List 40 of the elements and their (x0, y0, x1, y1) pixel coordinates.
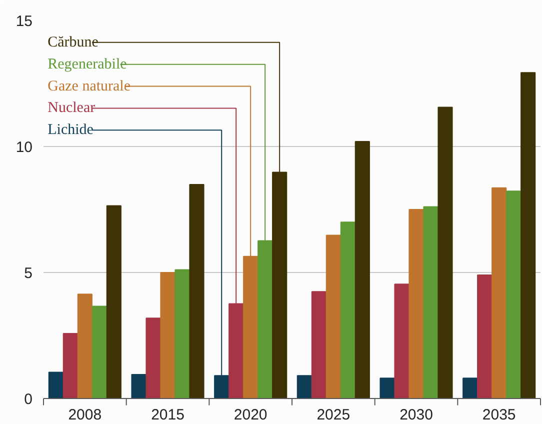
bar (296, 375, 312, 398)
bar (438, 106, 453, 398)
bar (189, 184, 204, 398)
bar (423, 206, 438, 398)
text: Gaze naturale (48, 78, 131, 94)
bar (48, 372, 64, 398)
bar (77, 294, 92, 398)
y-tick-label: 0 (24, 391, 32, 408)
x-tick-label: 2035 (482, 406, 516, 424)
y-tick-label: 5 (24, 265, 32, 282)
bar (340, 222, 356, 398)
bar (62, 332, 78, 398)
bar (477, 274, 492, 398)
text: Regenerabile (48, 56, 128, 72)
text: Cărbune (48, 34, 99, 50)
y-tick-label: 10 (16, 139, 33, 156)
bar (462, 378, 478, 398)
bar (131, 374, 146, 398)
text: Lichide (48, 122, 94, 138)
bar (146, 318, 161, 398)
bar (92, 306, 107, 398)
bar (160, 272, 176, 398)
bar (408, 209, 424, 398)
x-tick-label: 2008 (68, 406, 102, 424)
bar (520, 72, 536, 398)
text: Nuclear (48, 100, 96, 116)
bar (326, 234, 341, 398)
bar (311, 291, 326, 398)
y-tick-label: 15 (16, 13, 33, 30)
bar (394, 284, 410, 398)
x-tick-label: 2020 (234, 406, 268, 424)
x-tick-label: 2030 (400, 406, 433, 424)
bar (354, 140, 370, 398)
bar (174, 269, 190, 398)
bar (506, 190, 522, 398)
x-tick-label: 2015 (151, 406, 184, 424)
bar (492, 187, 507, 398)
bar (380, 378, 395, 398)
bar (106, 205, 122, 398)
x-tick-label: 2025 (316, 406, 350, 424)
